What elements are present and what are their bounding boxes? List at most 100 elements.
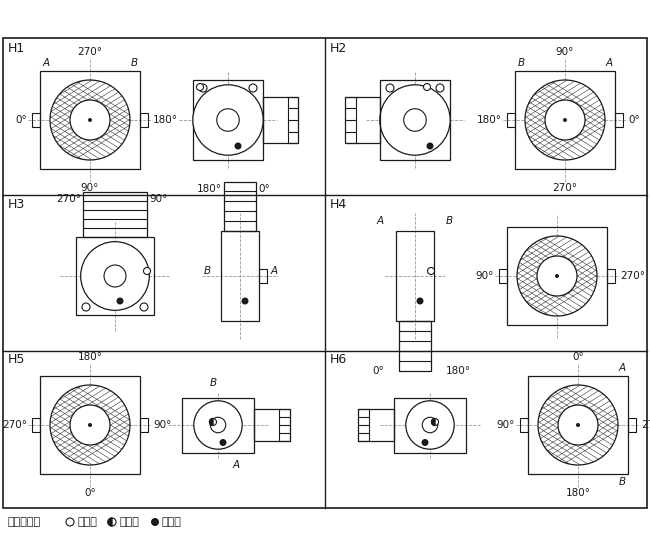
Circle shape (422, 417, 437, 433)
Polygon shape (432, 419, 435, 426)
Bar (358, 409, 394, 441)
Bar (263, 97, 298, 143)
Circle shape (576, 423, 580, 427)
Text: B: B (131, 58, 138, 68)
Circle shape (81, 242, 150, 310)
Text: B: B (618, 477, 625, 487)
Text: H1: H1 (8, 42, 25, 55)
Circle shape (517, 236, 597, 316)
Bar (528, 376, 628, 474)
Circle shape (555, 274, 559, 278)
Bar (40, 376, 140, 474)
Circle shape (108, 518, 116, 526)
Circle shape (88, 118, 92, 122)
Bar (499, 269, 507, 283)
Bar (399, 321, 431, 371)
Text: 通气帽: 通气帽 (77, 517, 97, 527)
Circle shape (210, 417, 226, 433)
Circle shape (220, 439, 226, 446)
Circle shape (196, 83, 203, 90)
Circle shape (70, 405, 110, 445)
Bar (520, 418, 528, 432)
Bar (615, 113, 623, 127)
Text: 270°: 270° (641, 420, 650, 430)
Circle shape (194, 401, 242, 449)
Text: 0°: 0° (572, 352, 584, 362)
Polygon shape (209, 419, 213, 426)
Text: 270°: 270° (552, 183, 577, 193)
Text: B: B (446, 216, 453, 226)
Bar (3, 38, 647, 508)
Circle shape (424, 83, 430, 90)
Text: 90°: 90° (497, 420, 515, 430)
Text: 180°: 180° (446, 365, 471, 376)
Circle shape (144, 267, 151, 274)
Text: 90°: 90° (81, 183, 99, 193)
Bar (254, 409, 290, 441)
Text: H4: H4 (330, 198, 347, 211)
Bar (380, 80, 450, 160)
Text: 180°: 180° (197, 183, 222, 194)
Circle shape (104, 265, 126, 287)
Text: B: B (517, 58, 525, 68)
Circle shape (140, 303, 148, 311)
Text: H5: H5 (8, 353, 25, 366)
Text: 180°: 180° (153, 115, 178, 125)
Bar (507, 227, 607, 325)
Circle shape (66, 518, 74, 526)
Circle shape (50, 385, 130, 465)
Circle shape (88, 423, 92, 427)
Bar (628, 418, 636, 432)
Text: 270°: 270° (620, 271, 645, 281)
Text: A: A (605, 58, 612, 68)
Circle shape (116, 298, 124, 305)
Text: 180°: 180° (477, 115, 502, 125)
Text: H2: H2 (330, 42, 347, 55)
Text: A: A (271, 266, 278, 276)
Text: 90°: 90° (556, 47, 574, 57)
Bar (182, 398, 254, 452)
Bar (259, 269, 267, 283)
Text: 270°: 270° (2, 420, 27, 430)
Circle shape (199, 84, 207, 92)
Circle shape (428, 267, 434, 274)
Bar (515, 71, 615, 169)
Circle shape (193, 85, 263, 155)
Circle shape (82, 303, 90, 311)
Bar (193, 80, 263, 160)
Polygon shape (108, 518, 112, 526)
Text: 90°: 90° (476, 271, 494, 281)
Text: A: A (377, 216, 384, 226)
Text: H3: H3 (8, 198, 25, 211)
Text: B: B (204, 266, 211, 276)
Circle shape (426, 143, 434, 150)
Text: 270°: 270° (56, 194, 81, 204)
Circle shape (538, 385, 618, 465)
Text: A: A (42, 58, 49, 68)
Text: 90°: 90° (149, 194, 167, 204)
Circle shape (386, 84, 394, 92)
Bar (396, 231, 434, 321)
Circle shape (235, 143, 242, 150)
Bar (83, 192, 147, 237)
Text: 放油塞: 放油塞 (162, 517, 182, 527)
Text: A: A (233, 461, 240, 471)
Text: 0°: 0° (84, 488, 96, 498)
Text: 180°: 180° (77, 352, 103, 362)
Text: B: B (209, 378, 216, 387)
Circle shape (432, 419, 439, 426)
Circle shape (50, 80, 130, 160)
Text: 0°: 0° (372, 365, 384, 376)
Bar (40, 71, 140, 169)
Text: 0°: 0° (258, 183, 270, 194)
Circle shape (537, 256, 577, 296)
Text: A: A (618, 363, 625, 373)
Text: 270°: 270° (77, 47, 103, 57)
Text: 符号意义：: 符号意义： (8, 517, 41, 527)
Circle shape (436, 84, 444, 92)
Bar (140, 418, 148, 432)
Circle shape (558, 405, 598, 445)
Circle shape (216, 109, 239, 131)
Bar (140, 113, 148, 127)
Text: 90°: 90° (153, 420, 172, 430)
